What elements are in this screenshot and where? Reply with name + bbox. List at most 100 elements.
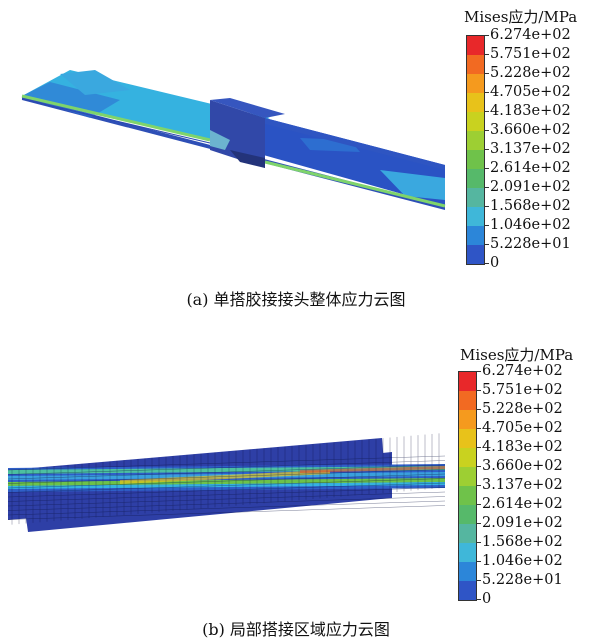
mesh-line <box>7 487 446 502</box>
legend-tick-mark <box>484 263 489 264</box>
color-scale-segment <box>467 188 484 207</box>
color-scale-segment <box>459 524 476 543</box>
legend-tick-mark <box>476 504 481 505</box>
legend-tick-mark <box>484 54 489 55</box>
mesh-line <box>7 473 446 489</box>
mesh-line <box>7 460 446 475</box>
legend-tick-mark <box>476 542 481 543</box>
legend-tick-mark <box>484 206 489 207</box>
stress-legend-b: Mises应力/MPa 6.274e+02 5.751e+02 5.228e+02 4… <box>458 320 592 610</box>
legend-tick-mark <box>484 149 489 150</box>
mesh-line <box>7 505 446 520</box>
mesh-line <box>7 482 446 498</box>
legend-tick-label: 5.228e+01 <box>482 572 563 588</box>
legend-tick-mark <box>484 73 489 74</box>
legend-tick-label: 5.228e+01 <box>490 236 571 252</box>
legend-title: Mises应力/MPa <box>460 346 574 364</box>
legend-tick-label: 0 <box>482 591 492 607</box>
legend-tick-label: 6.274e+02 <box>490 27 571 43</box>
legend-tick-label: 1.046e+02 <box>482 553 563 569</box>
legend-tick-mark <box>484 244 489 245</box>
legend-tick-mark <box>484 187 489 188</box>
mesh-line <box>7 500 446 516</box>
color-scale-segment <box>459 429 476 448</box>
legend-tick-mark <box>484 35 489 36</box>
color-scale-segment <box>467 131 484 150</box>
legend-tick-mark <box>476 371 481 372</box>
legend-tick-label: 4.705e+02 <box>482 420 563 436</box>
legend-tick-label: 1.568e+02 <box>490 198 571 214</box>
legend-tick-mark <box>476 599 481 600</box>
legend-tick-mark <box>476 409 481 410</box>
legend-tick-label: 3.137e+02 <box>482 477 563 493</box>
color-scale-segment <box>467 74 484 93</box>
mesh-line <box>7 496 446 511</box>
legend-tick-mark <box>476 485 481 486</box>
color-scale-segment <box>467 226 484 245</box>
overall-joint-stress-contour <box>21 70 446 210</box>
color-scale-segment <box>459 448 476 467</box>
color-scale-segment <box>467 150 484 169</box>
color-scale-segment <box>467 112 484 131</box>
mesh-line <box>7 491 446 507</box>
mesh-line <box>7 455 446 471</box>
color-scale-segment <box>467 245 484 264</box>
legend-tick-label: 2.091e+02 <box>490 179 571 195</box>
caption-b: (b) 局部搭接区域应力云图 <box>202 620 390 639</box>
mesh-line <box>7 464 446 480</box>
legend-tick-mark <box>476 390 481 391</box>
legend-tick-label: 4.183e+02 <box>482 439 563 455</box>
mesh-line <box>7 478 446 493</box>
legend-tick-mark <box>476 523 481 524</box>
color-scale-segment <box>467 169 484 188</box>
legend-tick-label: 5.751e+02 <box>482 382 563 398</box>
caption-a: (a) 单搭胶接接头整体应力云图 <box>186 290 406 309</box>
local-overlap-stress-contour <box>7 433 446 532</box>
color-scale-segment <box>459 391 476 410</box>
color-scale-segment <box>459 581 476 600</box>
color-scale-segment <box>467 207 484 226</box>
legend-tick-label: 2.614e+02 <box>490 160 571 176</box>
color-scale-segment <box>459 467 476 486</box>
legend-tick-label: 4.705e+02 <box>490 84 571 100</box>
color-scale-segment <box>467 55 484 74</box>
legend-tick-label: 1.046e+02 <box>490 217 571 233</box>
legend-tick-mark <box>484 225 489 226</box>
legend-tick-label: 5.228e+02 <box>482 401 563 417</box>
legend-tick-label: 3.660e+02 <box>490 122 571 138</box>
legend-tick-mark <box>476 466 481 467</box>
legend-tick-mark <box>476 561 481 562</box>
color-scale-segment <box>459 543 476 562</box>
legend-tick-label: 0 <box>490 255 500 271</box>
stress-legend-a: Mises应力/MPa 6.274e+02 5.751e+02 5.228e+02 4… <box>464 0 592 271</box>
legend-tick-mark <box>484 92 489 93</box>
legend-tick-label: 4.183e+02 <box>490 103 571 119</box>
panel-b: Mises应力/MPa 6.274e+02 5.751e+02 5.228e+02 4… <box>0 320 592 640</box>
legend-tick-label: 3.660e+02 <box>482 458 563 474</box>
panel-a: Mises应力/MPa 6.274e+02 5.751e+02 5.228e+02 4… <box>21 0 592 309</box>
legend-tick-label: 2.614e+02 <box>482 496 563 512</box>
legend-tick-label: 2.091e+02 <box>482 515 563 531</box>
color-scale-segment <box>459 372 476 391</box>
color-scale-bar <box>466 35 485 265</box>
color-scale-segment <box>459 505 476 524</box>
legend-tick-label: 5.751e+02 <box>490 46 571 62</box>
legend-tick-mark <box>476 428 481 429</box>
color-scale-segment <box>459 562 476 581</box>
legend-tick-mark <box>476 447 481 448</box>
legend-tick-mark <box>484 130 489 131</box>
color-scale-bar <box>458 371 477 601</box>
legend-tick-mark <box>484 111 489 112</box>
mesh-line <box>7 469 446 484</box>
legend-tick-label: 1.568e+02 <box>482 534 563 550</box>
legend-tick-mark <box>476 580 481 581</box>
color-scale-segment <box>459 486 476 505</box>
color-scale-segment <box>467 93 484 112</box>
legend-tick-label: 5.228e+02 <box>490 65 571 81</box>
legend-tick-label: 3.137e+02 <box>490 141 571 157</box>
legend-tick-label: 6.274e+02 <box>482 363 563 379</box>
color-scale-segment <box>459 410 476 429</box>
legend-tick-mark <box>484 168 489 169</box>
legend-title: Mises应力/MPa <box>464 8 578 26</box>
color-scale-segment <box>467 36 484 55</box>
